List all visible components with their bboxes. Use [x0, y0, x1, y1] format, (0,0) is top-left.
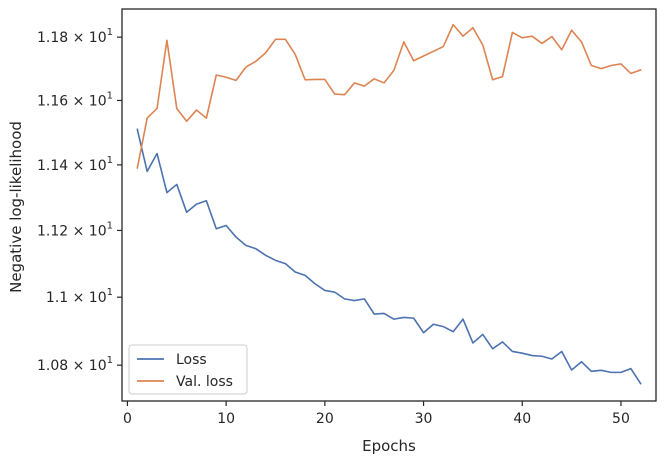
y-tick-label: 1.08 × 101 [37, 355, 113, 374]
x-tick-label: 40 [513, 411, 531, 427]
legend: Loss Val. loss [128, 344, 248, 395]
x-tick-label: 10 [217, 411, 235, 427]
x-axis-ticks: 0 10 20 30 40 50 [123, 401, 630, 427]
x-tick-label: 20 [316, 411, 334, 427]
series-layer [136, 23, 642, 385]
y-tick-label: 1.1 × 101 [46, 287, 113, 306]
y-tick-label: 1.18 × 101 [37, 27, 113, 46]
y-axis-label: Negative log-likelihood [7, 121, 25, 293]
series-line-val-loss [136, 23, 642, 169]
legend-label-val-loss: Val. loss [176, 374, 233, 390]
y-tick-label: 1.14 × 101 [37, 155, 113, 174]
x-tick-label: 50 [612, 411, 630, 427]
y-tick-label: 1.12 × 101 [37, 220, 113, 239]
y-tick-label: 1.16 × 101 [37, 90, 113, 109]
series-line-loss [136, 128, 642, 385]
y-axis-ticks: 1.08 × 101 1.1 × 101 1.12 × 101 1.14 × 101 1… [37, 27, 122, 374]
plot-background [122, 9, 656, 401]
x-tick-label: 30 [415, 411, 433, 427]
x-tick-label: 0 [123, 411, 132, 427]
x-axis-label: Epochs [362, 437, 416, 455]
legend-label-loss: Loss [176, 352, 207, 368]
plot-frame [121, 8, 657, 402]
